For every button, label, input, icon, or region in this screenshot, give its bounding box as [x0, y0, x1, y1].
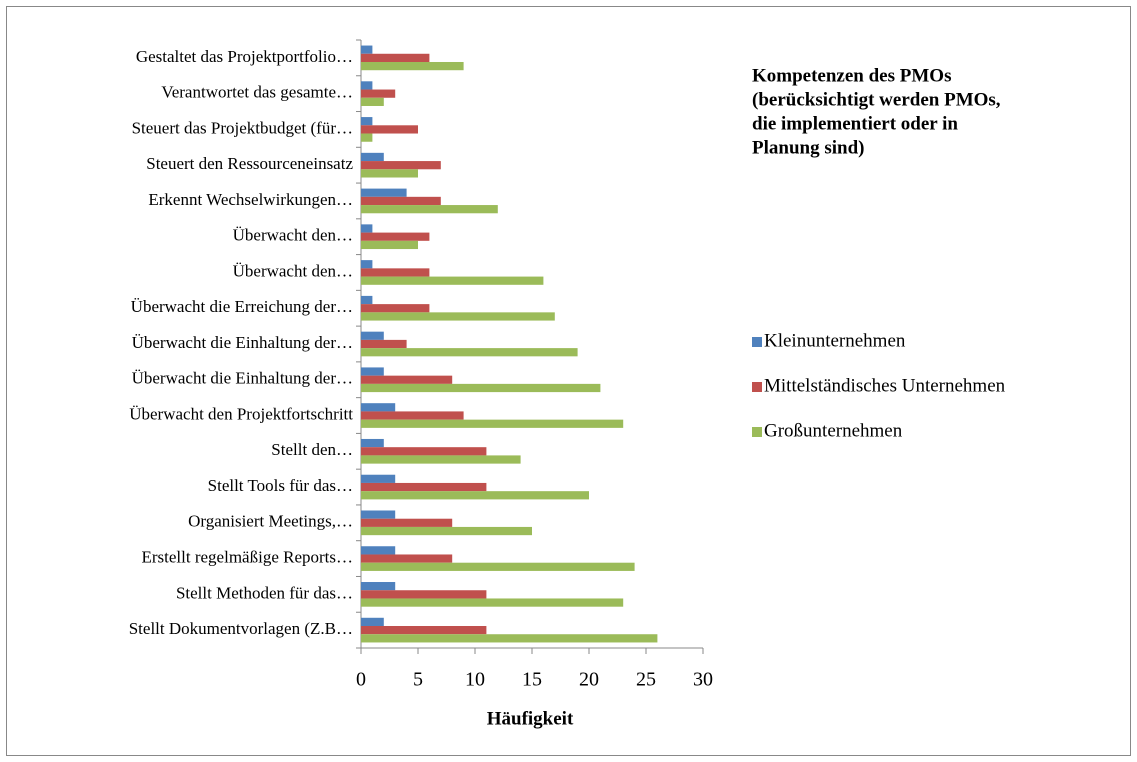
- bar: [361, 367, 384, 376]
- bar: [361, 133, 373, 142]
- bar: [361, 419, 624, 428]
- bar: [361, 554, 453, 563]
- bar: [361, 582, 396, 591]
- y-tick-label: Verantwortet das gesamte…: [161, 83, 353, 102]
- x-tick-label: 10: [465, 669, 485, 691]
- y-tick-label: Überwacht die Einhaltung der…: [132, 333, 353, 352]
- y-tick-label: Stellt Tools für das…: [208, 476, 353, 495]
- bar: [361, 331, 384, 340]
- y-tick-label: Stellt den…: [271, 440, 353, 459]
- x-axis-title: Häufigkeit: [487, 708, 574, 729]
- bar: [361, 383, 601, 393]
- bar: [361, 260, 373, 269]
- y-tick-label: Überwacht den Projektfortschritt: [129, 404, 353, 423]
- bar: [361, 526, 532, 536]
- bar: [361, 117, 373, 126]
- chart-title: die implementiert oder in: [752, 113, 958, 134]
- y-tick-label: Organisiert Meetings,…: [188, 512, 353, 531]
- legend-label: Mittelständisches Unternehmen: [764, 375, 1006, 396]
- legend-label: Kleinunternehmen: [764, 330, 906, 351]
- bar: [361, 518, 453, 527]
- y-tick-label: Überwacht die Einhaltung der…: [132, 369, 353, 388]
- bar: [361, 188, 407, 197]
- bar: [361, 232, 430, 241]
- y-tick-label: Stellt Methoden für das…: [176, 583, 353, 602]
- chart-title: Planung sind): [752, 137, 864, 158]
- bar: [361, 205, 498, 214]
- x-tick-label: 0: [356, 669, 366, 691]
- y-tick-label: Gestaltet das Projektportfolio…: [136, 47, 353, 66]
- legend-swatch: [752, 382, 762, 392]
- bar: [361, 617, 384, 627]
- bar: [361, 152, 384, 162]
- x-tick-label: 15: [522, 669, 542, 691]
- y-tick-label: Steuert das Projektbudget (für…: [132, 118, 353, 137]
- bar: [361, 590, 487, 599]
- bar: [361, 455, 521, 464]
- chart-border: [6, 6, 1131, 756]
- bar: [361, 546, 396, 555]
- bar: [361, 339, 407, 349]
- bar: [361, 240, 418, 250]
- bar: [361, 562, 635, 571]
- bar: [361, 598, 624, 607]
- bar: [361, 89, 396, 98]
- bar: [361, 474, 396, 483]
- bar: [361, 61, 464, 71]
- bar: [361, 438, 384, 448]
- bar: [361, 312, 555, 321]
- bar: [361, 634, 658, 643]
- bar: [361, 491, 589, 500]
- y-tick-label: Stellt Dokumentvorlagen (Z.B…: [129, 619, 353, 638]
- chart-title: (berücksichtigt werden PMOs,: [752, 89, 1001, 110]
- bar: [361, 295, 373, 305]
- bar: [361, 375, 453, 384]
- y-tick-label: Erkennt Wechselwirkungen…: [148, 190, 353, 209]
- x-tick-label: 30: [693, 669, 713, 691]
- bar: [361, 224, 373, 233]
- legend-swatch: [752, 427, 762, 437]
- bar: [361, 196, 441, 206]
- y-tick-label: Überwacht den…: [233, 261, 353, 280]
- bar: [361, 161, 441, 170]
- bar: [361, 447, 487, 456]
- bar: [361, 268, 430, 277]
- bar: [361, 45, 373, 54]
- x-tick-label: 20: [579, 669, 599, 691]
- y-tick-label: Überwacht den…: [233, 226, 353, 245]
- y-tick-label: Erstellt regelmäßige Reports…: [142, 547, 354, 566]
- bar: [361, 411, 464, 420]
- legend-label: Großunternehmen: [764, 420, 903, 441]
- x-tick-label: 5: [413, 669, 423, 691]
- bar: [361, 626, 487, 635]
- bar: [361, 348, 578, 357]
- legend-swatch: [752, 337, 762, 347]
- bar: [361, 403, 396, 412]
- bar: [361, 169, 418, 178]
- bar: [361, 304, 430, 313]
- y-tick-label: Steuert den Ressourceneinsatz: [146, 154, 353, 173]
- bar: [361, 97, 384, 106]
- y-tick-label: Überwacht die Erreichung der…: [131, 297, 353, 316]
- bar: [361, 482, 487, 492]
- bar: [361, 53, 430, 62]
- bar: [361, 81, 373, 90]
- chart-title: Kompetenzen des PMOs: [752, 65, 951, 86]
- x-tick-label: 25: [636, 669, 656, 691]
- bar: [361, 276, 544, 285]
- bar: [361, 125, 418, 134]
- bar: [361, 510, 396, 519]
